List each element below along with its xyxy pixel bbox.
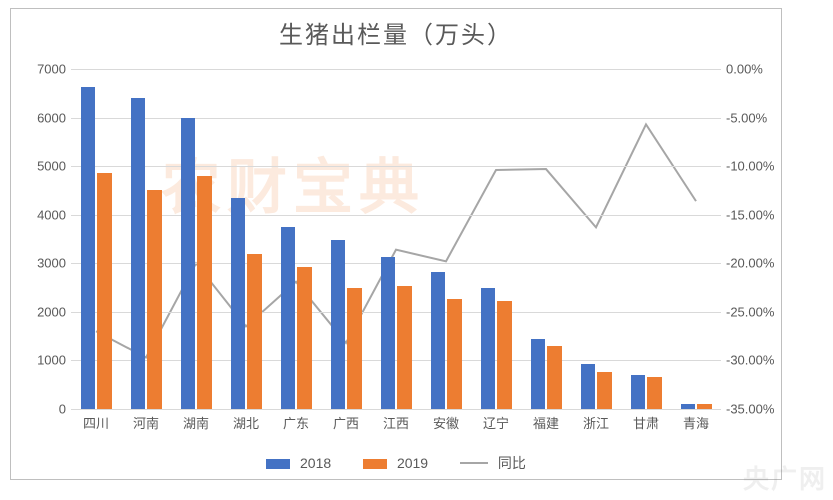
y-right-label: -35.00% xyxy=(726,402,786,417)
bar-2018 xyxy=(531,339,546,409)
legend-swatch-line xyxy=(460,462,488,464)
bar-2018 xyxy=(431,272,446,409)
category-label: 湖南 xyxy=(183,413,209,432)
y-left-label: 4000 xyxy=(16,207,66,222)
gridline xyxy=(71,263,721,264)
bar-2018 xyxy=(131,98,146,409)
bar-2019 xyxy=(197,176,212,409)
bar-2019 xyxy=(547,346,562,409)
bar-2019 xyxy=(247,254,262,409)
y-right-label: -5.00% xyxy=(726,110,786,125)
y-right-label: 0.00% xyxy=(726,62,786,77)
bar-2019 xyxy=(597,372,612,409)
bar-2019 xyxy=(647,377,662,409)
category-label: 安徽 xyxy=(433,413,459,432)
category-label: 福建 xyxy=(533,413,559,432)
bar-2019 xyxy=(347,288,362,409)
chart-frame: 生猪出栏量（万头） 农财宝典 0-35.00%1000-30.00%2000-2… xyxy=(10,8,782,480)
bar-2018 xyxy=(681,404,696,409)
gridline xyxy=(71,409,721,410)
y-left-label: 1000 xyxy=(16,353,66,368)
y-left-label: 3000 xyxy=(16,256,66,271)
legend-swatch-2018 xyxy=(266,459,290,469)
gridline xyxy=(71,215,721,216)
watermark-bottom-right: 央广网 xyxy=(743,459,827,496)
category-label: 青海 xyxy=(683,413,709,432)
legend-item-2019: 2019 xyxy=(363,455,428,471)
bar-2019 xyxy=(497,301,512,409)
bar-2018 xyxy=(631,375,646,409)
y-right-label: -30.00% xyxy=(726,353,786,368)
category-label: 湖北 xyxy=(233,413,259,432)
y-right-label: -25.00% xyxy=(726,304,786,319)
bar-2018 xyxy=(481,288,496,409)
chart-title: 生猪出栏量（万头） xyxy=(11,15,781,50)
bar-2018 xyxy=(381,257,396,409)
category-label: 浙江 xyxy=(583,413,609,432)
gridline xyxy=(71,360,721,361)
y-right-label: -20.00% xyxy=(726,256,786,271)
bar-2018 xyxy=(281,227,296,409)
plot-area: 0-35.00%1000-30.00%2000-25.00%3000-20.00… xyxy=(71,69,721,409)
legend-swatch-2019 xyxy=(363,459,387,469)
bar-2019 xyxy=(97,173,112,409)
bar-2019 xyxy=(147,190,162,409)
bar-2018 xyxy=(81,87,96,410)
legend: 2018 2019 同比 xyxy=(11,453,781,473)
category-label: 辽宁 xyxy=(483,413,509,432)
bar-2018 xyxy=(231,198,246,409)
gridline xyxy=(71,166,721,167)
gridline xyxy=(71,312,721,313)
y-left-label: 0 xyxy=(16,402,66,417)
y-left-label: 5000 xyxy=(16,159,66,174)
legend-label-2018: 2018 xyxy=(300,455,331,471)
category-label: 广西 xyxy=(333,413,359,432)
category-label: 甘肃 xyxy=(633,413,659,432)
bar-2018 xyxy=(181,118,196,409)
line-series xyxy=(71,69,721,409)
bar-2019 xyxy=(397,286,412,409)
bar-2019 xyxy=(297,267,312,409)
bar-2018 xyxy=(581,364,596,409)
category-label: 河南 xyxy=(133,413,159,432)
category-label: 四川 xyxy=(83,413,109,432)
bar-2019 xyxy=(447,299,462,409)
y-left-label: 6000 xyxy=(16,110,66,125)
category-label: 江西 xyxy=(383,413,409,432)
legend-label-2019: 2019 xyxy=(397,455,428,471)
bar-2018 xyxy=(331,240,346,409)
legend-item-2018: 2018 xyxy=(266,455,331,471)
bar-2019 xyxy=(697,404,712,409)
y-left-label: 2000 xyxy=(16,304,66,319)
legend-label-yoy: 同比 xyxy=(498,455,526,471)
y-right-label: -10.00% xyxy=(726,159,786,174)
category-label: 广东 xyxy=(283,413,309,432)
y-right-label: -15.00% xyxy=(726,207,786,222)
gridline xyxy=(71,118,721,119)
legend-item-yoy: 同比 xyxy=(460,453,526,473)
y-left-label: 7000 xyxy=(16,62,66,77)
gridline xyxy=(71,69,721,70)
